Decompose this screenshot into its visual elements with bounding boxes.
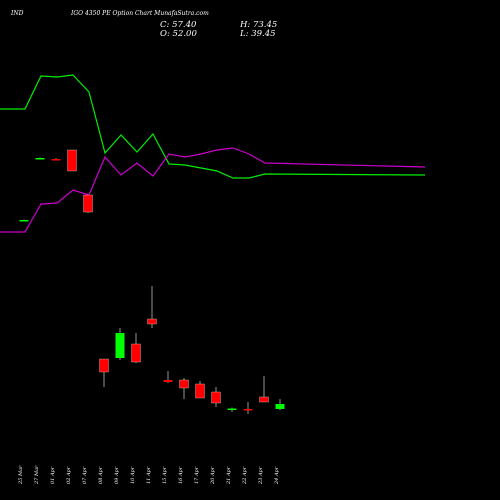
candle (179, 378, 189, 399)
candle-body (259, 396, 269, 403)
candle (147, 286, 157, 328)
candle-body (227, 408, 237, 410)
candle (35, 157, 45, 160)
candle-body (35, 158, 45, 160)
low-value: L: 39.45 (239, 29, 276, 39)
candle (19, 219, 29, 222)
x-tick-label: 17 Apr (194, 466, 200, 484)
x-tick-label: 20 Apr (210, 466, 216, 485)
x-tick-label: 27 Mar (34, 465, 40, 485)
candle-body (243, 409, 253, 411)
x-tick-label: 08 Apr (98, 466, 104, 484)
candle (131, 333, 141, 363)
candlesticks (19, 149, 285, 414)
candle-body (67, 149, 77, 172)
candle-body (163, 380, 173, 382)
candle (195, 381, 205, 399)
chart-description: IGO 4350 PE Option Chart MunafaSutra.com (70, 10, 209, 17)
candle (51, 158, 61, 161)
candle (99, 358, 109, 387)
candle (243, 402, 253, 414)
x-tick-label: 25 Mar (18, 465, 24, 485)
x-tick-label: 07 Apr (82, 466, 88, 484)
x-tick-label: 09 Apr (114, 466, 120, 484)
candle (67, 149, 77, 172)
candle-body (195, 383, 205, 399)
candle-body (115, 333, 125, 358)
candle (259, 376, 269, 403)
candle-body (147, 318, 157, 325)
open-value: O: 52.00 (160, 29, 197, 39)
candle-body (83, 194, 93, 213)
candle-body (19, 220, 29, 222)
x-tick-label: 15 Apr (162, 466, 168, 484)
indicator-lines (0, 74, 426, 233)
x-tick-label: 16 Apr (178, 466, 184, 484)
candle (163, 371, 173, 383)
high-value: H: 73.45 (239, 20, 277, 30)
indicator-line-2 (0, 147, 426, 233)
x-tick-label: 22 Apr (242, 466, 248, 485)
x-tick-label: 21 Apr (226, 466, 232, 485)
candle (83, 194, 93, 213)
x-tick-label: 01 Apr (50, 466, 56, 484)
candle (227, 407, 237, 412)
close-value: C: 57.40 (160, 20, 197, 30)
ticker-label: IND (10, 10, 24, 17)
candle-body (99, 358, 109, 373)
candle-body (211, 391, 221, 404)
candle (115, 328, 125, 360)
indicator-line-1 (0, 74, 426, 179)
x-axis-ticks: 25 Mar 27 Mar 01 Apr 02 Apr 07 Apr 08 Apr 09 A… (18, 465, 280, 485)
candle (211, 387, 221, 407)
candle-body (179, 379, 189, 389)
x-tick-label: 10 Apr (130, 466, 136, 484)
candle-body (275, 404, 285, 409)
candle-body (51, 159, 61, 161)
x-tick-label: 11 Apr (146, 466, 152, 484)
candle (275, 399, 285, 410)
x-tick-label: 23 Apr (258, 466, 264, 485)
x-tick-label: 02 Apr (66, 466, 72, 484)
x-tick-label: 24 Apr (274, 466, 280, 485)
candle-body (131, 343, 141, 363)
